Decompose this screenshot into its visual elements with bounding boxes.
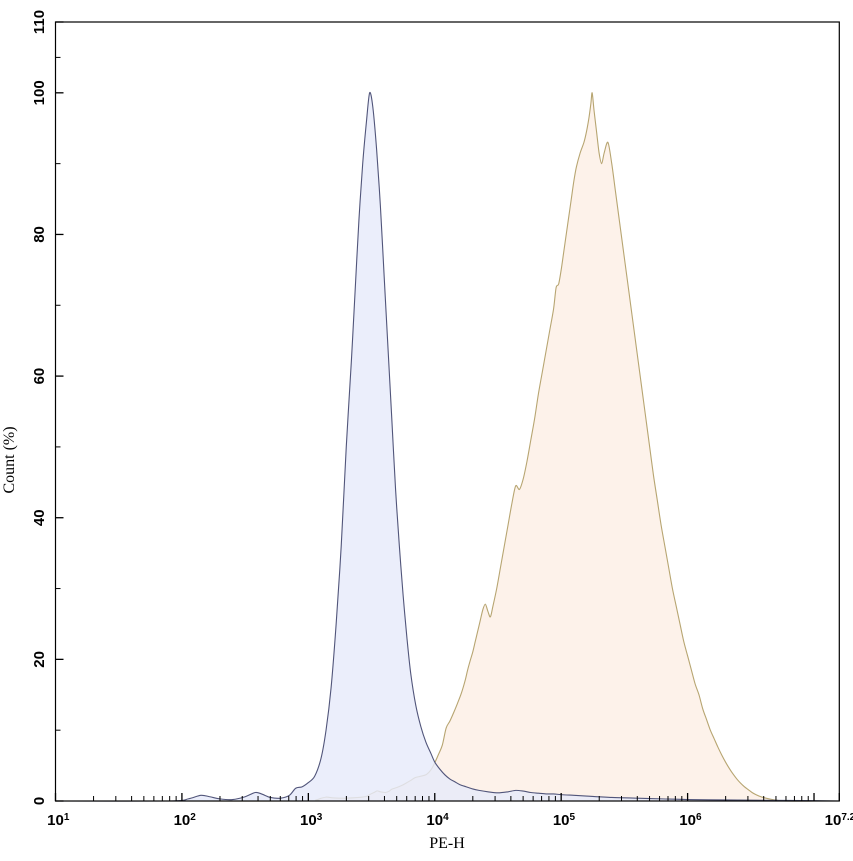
svg-text:105: 105 — [553, 812, 576, 829]
svg-text:101: 101 — [47, 812, 70, 829]
svg-text:102: 102 — [174, 812, 197, 829]
svg-text:PE-H: PE-H — [429, 835, 465, 852]
svg-text:104: 104 — [426, 812, 449, 829]
svg-text:107.2: 107.2 — [825, 812, 853, 829]
svg-text:80: 80 — [31, 226, 48, 243]
svg-text:110: 110 — [31, 10, 48, 34]
svg-text:Count (%): Count (%) — [1, 426, 18, 493]
svg-text:0: 0 — [31, 797, 48, 805]
svg-text:40: 40 — [31, 509, 48, 526]
svg-text:20: 20 — [31, 651, 48, 668]
svg-text:60: 60 — [31, 368, 48, 385]
svg-text:103: 103 — [300, 812, 323, 829]
svg-text:100: 100 — [31, 80, 48, 105]
svg-text:106: 106 — [679, 812, 702, 829]
